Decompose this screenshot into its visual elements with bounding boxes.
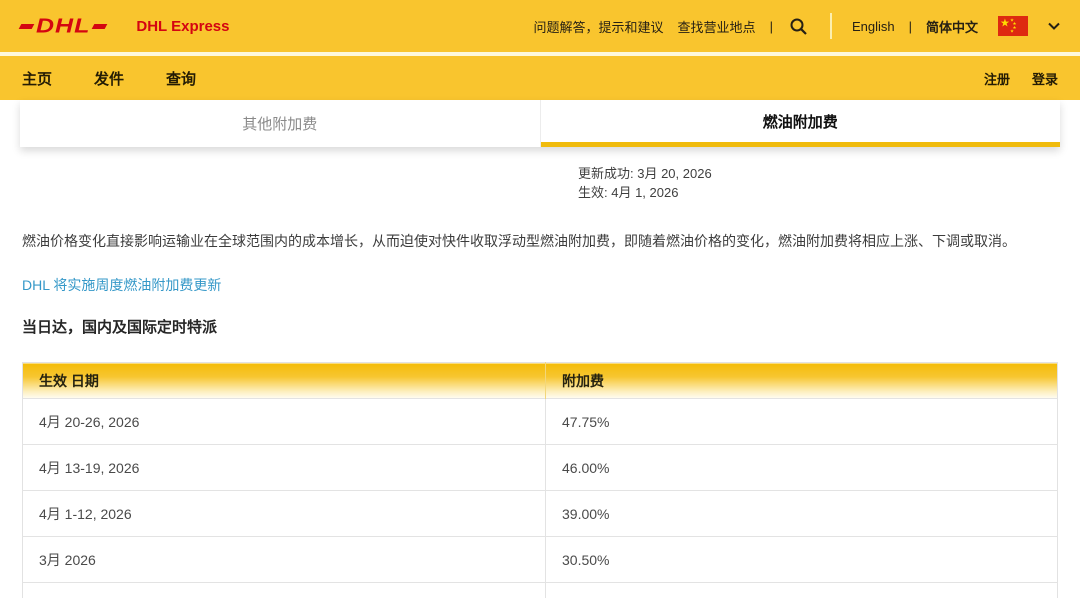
dhl-logo[interactable]: DHL	[18, 14, 108, 39]
main-nav-links: 主页 发件 查询	[22, 68, 196, 89]
country-dropdown-toggle[interactable]	[1048, 22, 1060, 30]
tab-label: 其他附加费	[242, 116, 318, 133]
search-icon	[790, 18, 807, 35]
svg-text:★: ★	[1000, 18, 1010, 30]
update-info: 更新成功: 3月 20, 2026 生效: 4月 1, 2026	[578, 164, 1080, 202]
cell-surcharge: 30.50%	[545, 536, 1058, 583]
tab-fuel-surcharge[interactable]: 燃油附加费	[540, 100, 1060, 147]
register-link[interactable]: 注册	[983, 71, 1010, 87]
cell-surcharge: 46.00%	[545, 444, 1058, 491]
main-nav-bar: 主页 发件 查询 注册 登录	[0, 56, 1080, 100]
utility-nav: 问题解答，提示和建议 查找营业地点 | English | 简体中文 ★ ★ ★…	[534, 13, 1060, 39]
main-content: 更新成功: 3月 20, 2026 生效: 4月 1, 2026 燃油价格变化直…	[0, 164, 1080, 598]
update-success-date: 更新成功: 3月 20, 2026	[578, 166, 712, 181]
cell-date: 4月 20-26, 2026	[22, 398, 546, 445]
tab-other-surcharges[interactable]: 其他附加费	[20, 100, 541, 147]
table-header-row: 生效 日期 附加费	[22, 362, 1058, 399]
header-divider-line	[0, 52, 1080, 56]
table-row: 3月 2026 30.50%	[22, 536, 1058, 583]
surcharge-tabs: 其他附加费 燃油附加费	[20, 100, 1060, 147]
svg-text:★: ★	[1013, 21, 1017, 26]
weekly-fuel-update-link[interactable]: DHL 将实施周度燃油附加费更新	[22, 277, 222, 293]
search-button[interactable]	[789, 17, 808, 36]
cell-surcharge: 47.75%	[545, 398, 1058, 445]
intro-paragraph: 燃油价格变化直接影响运输业在全球范围内的成本增长，从而迫使对快件收取浮动型燃油附…	[22, 233, 1016, 249]
column-header-surcharge: 附加费	[545, 362, 1058, 399]
nav-item-home[interactable]: 主页	[22, 70, 53, 88]
table-row: 4月 20-26, 2026 47.75%	[22, 398, 1058, 445]
table-row: 4月 1-12, 2026 39.00%	[22, 490, 1058, 537]
faq-link[interactable]: 问题解答，提示和建议	[533, 19, 664, 35]
cell-date: 2月 2026	[22, 582, 546, 598]
svg-text:★: ★	[1013, 25, 1017, 30]
tab-label: 燃油附加费	[762, 113, 838, 131]
top-header-bar: DHL DHL Express 问题解答，提示和建议 查找营业地点 | Engl…	[0, 0, 1080, 52]
language-option-chinese[interactable]: 简体中文	[925, 19, 978, 35]
login-link[interactable]: 登录	[1031, 71, 1058, 87]
svg-text:★: ★	[1010, 29, 1014, 34]
dhl-logo-dash-right	[92, 23, 108, 29]
flag-cn-icon: ★ ★ ★ ★ ★	[998, 16, 1028, 36]
product-name: DHL Express	[136, 17, 230, 35]
effective-date: 生效: 4月 1, 2026	[578, 185, 679, 200]
dhl-logo-text: DHL	[36, 14, 91, 38]
table-row: 2月 2026 28.75%	[22, 582, 1058, 598]
separator-text: |	[769, 18, 773, 34]
cell-date: 3月 2026	[22, 536, 546, 583]
separator-text: |	[908, 18, 912, 34]
auth-links: 注册 登录	[984, 69, 1058, 88]
cell-date: 4月 13-19, 2026	[22, 444, 546, 491]
cell-date: 4月 1-12, 2026	[22, 490, 546, 537]
column-header-effective-date: 生效 日期	[22, 362, 546, 399]
language-option-english[interactable]: English	[851, 18, 895, 34]
section-title: 当日达，国内及国际定时特派	[22, 319, 218, 336]
cell-surcharge: 39.00%	[545, 490, 1058, 537]
country-selector[interactable]: ★ ★ ★ ★ ★	[998, 16, 1028, 36]
brand: DHL DHL Express	[18, 14, 230, 39]
svg-text:★: ★	[1010, 18, 1014, 23]
fuel-surcharge-table: 生效 日期 附加费 4月 20-26, 2026 47.75% 4月 13-19…	[22, 362, 1058, 598]
find-location-link[interactable]: 查找营业地点	[677, 19, 756, 35]
chevron-down-icon	[1048, 22, 1060, 30]
dhl-logo-dash-left	[18, 23, 35, 29]
nav-item-track[interactable]: 查询	[166, 70, 197, 88]
table-row: 4月 13-19, 2026 46.00%	[22, 444, 1058, 491]
cell-surcharge: 28.75%	[545, 582, 1058, 598]
vertical-divider	[829, 13, 832, 39]
nav-item-ship[interactable]: 发件	[94, 70, 125, 88]
